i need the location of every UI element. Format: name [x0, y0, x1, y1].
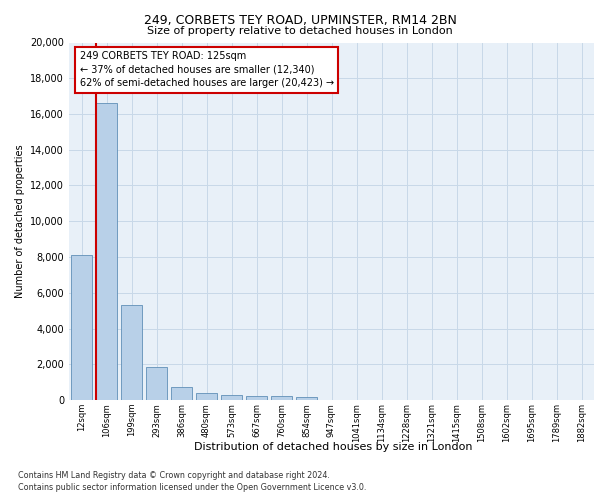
Bar [96, 104, 117, 400]
Bar [271, 396, 292, 400]
Text: 249, CORBETS TEY ROAD, UPMINSTER, RM14 2BN: 249, CORBETS TEY ROAD, UPMINSTER, RM14 2… [143, 14, 457, 27]
Text: Contains HM Land Registry data © Crown copyright and database right 2024.: Contains HM Land Registry data © Crown c… [18, 471, 330, 480]
Bar [296, 398, 317, 400]
Text: Contains public sector information licensed under the Open Government Licence v3: Contains public sector information licen… [18, 483, 367, 492]
Bar [246, 396, 267, 400]
Bar [121, 306, 142, 400]
Y-axis label: Number of detached properties: Number of detached properties [15, 144, 25, 298]
Bar [196, 393, 217, 400]
Bar [146, 367, 167, 400]
Text: Distribution of detached houses by size in London: Distribution of detached houses by size … [194, 442, 472, 452]
Text: 249 CORBETS TEY ROAD: 125sqm
← 37% of detached houses are smaller (12,340)
62% o: 249 CORBETS TEY ROAD: 125sqm ← 37% of de… [79, 52, 334, 88]
Bar [221, 395, 242, 400]
Bar [71, 255, 92, 400]
Text: Size of property relative to detached houses in London: Size of property relative to detached ho… [147, 26, 453, 36]
Bar [171, 388, 192, 400]
